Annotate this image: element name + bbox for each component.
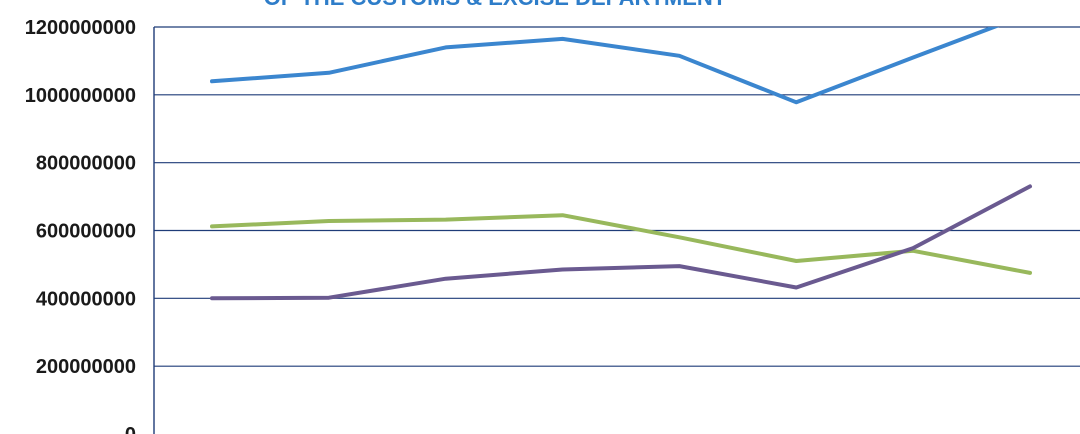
y-tick-label: 600000000 [36, 221, 136, 243]
series-line-1 [210, 27, 1000, 105]
y-tick-label: 0 [125, 424, 136, 434]
y-tick-label: 1000000000 [25, 85, 136, 107]
gridlines [154, 26, 1080, 367]
y-tick-label: 400000000 [36, 288, 136, 310]
y-tick-label: 200000000 [36, 356, 136, 378]
y-tick-label: 800000000 [36, 153, 136, 175]
y-axis-tick-labels: 0 200000000 400000000 600000000 800000000 100… [25, 17, 136, 434]
series-line-3 [210, 184, 1032, 301]
series-line-2 [210, 213, 1032, 275]
y-tick-label: 1200000000 [25, 17, 136, 39]
series-group [210, 27, 1032, 301]
chart-title: OF THE CUSTOMS & EXCISE DEPARTMENT [264, 0, 727, 10]
